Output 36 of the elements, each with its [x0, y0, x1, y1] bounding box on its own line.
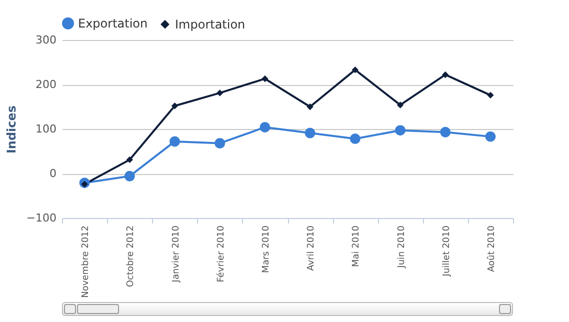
y-tick-label: 0	[50, 167, 56, 180]
y-tick-label: 100	[36, 122, 56, 136]
point	[350, 134, 360, 144]
point	[487, 92, 494, 99]
legend-label: Exportation	[78, 16, 148, 30]
point	[395, 125, 406, 136]
x-tick-label: Juin 2010	[396, 225, 407, 269]
point	[124, 170, 135, 182]
x-tick-label: Novembre 2012	[81, 226, 92, 298]
x-tick-label: Août 2010	[486, 225, 497, 272]
point	[126, 156, 134, 164]
x-tick-label: Janvier 2010	[171, 225, 182, 284]
point	[170, 136, 180, 147]
y-tick-label: 200	[36, 78, 56, 91]
x-tick-label: Mai 2010	[352, 225, 362, 268]
y-tick-label: −100	[26, 212, 56, 224]
legend-label: Importation	[175, 17, 246, 32]
x-tick-label: Juillet 2010	[442, 225, 452, 278]
point	[442, 71, 449, 78]
y-tick-label: 300	[36, 34, 56, 46]
point	[214, 138, 226, 148]
point	[485, 131, 496, 142]
point	[352, 66, 359, 74]
point	[171, 102, 178, 110]
y-axis-title: Indices	[4, 105, 18, 154]
x-tick-label: Mars 2010	[261, 225, 272, 273]
point	[304, 128, 316, 138]
point	[306, 103, 314, 110]
x-tick-label: Février 2010	[215, 225, 226, 282]
x-tick-label: Octobre 2012	[126, 226, 136, 288]
point	[260, 122, 270, 132]
point	[216, 90, 224, 96]
point	[262, 75, 268, 82]
point	[440, 126, 451, 138]
point	[396, 102, 404, 108]
x-tick-label: Avril 2010	[306, 225, 317, 271]
